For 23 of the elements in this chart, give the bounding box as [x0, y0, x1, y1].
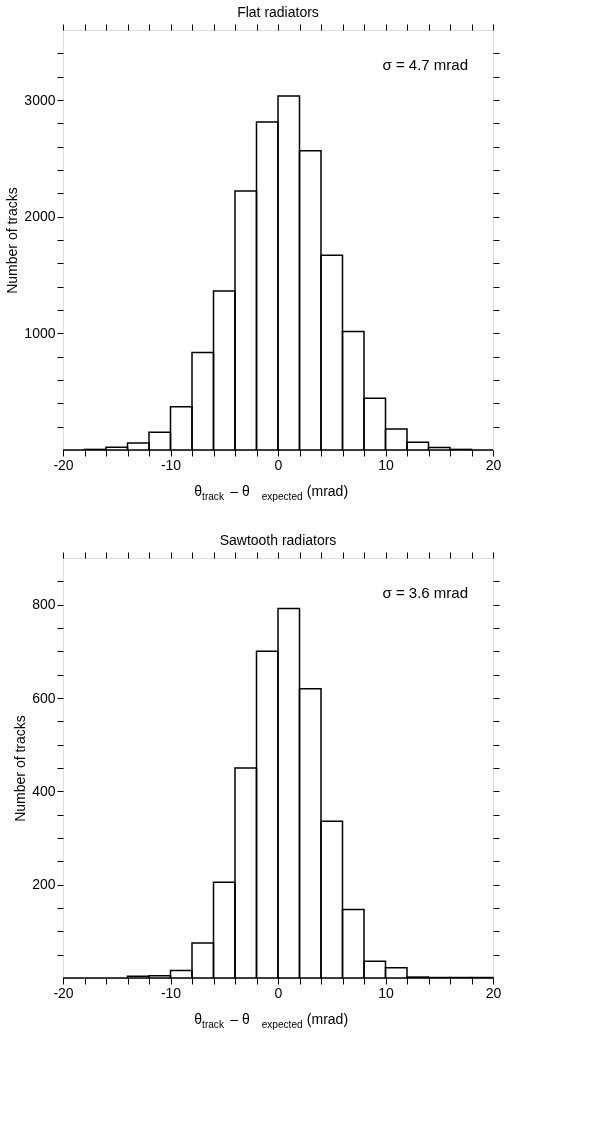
y-tick-label: 1000 — [24, 324, 56, 341]
x-tick-label: 20 — [485, 984, 502, 1001]
chart-title: Flat radiators — [237, 3, 319, 20]
annotation: σ = 3.6 mrad — [382, 584, 468, 601]
y-tick-label: 800 — [32, 596, 56, 613]
x-tick-label: 10 — [378, 456, 394, 473]
y-tick-label: 200 — [32, 876, 56, 893]
y-tick-label: 3000 — [24, 91, 56, 108]
x-tick-label: 10 — [378, 984, 394, 1001]
x-tick-label: 0 — [274, 456, 283, 473]
x-tick-label: -20 — [53, 984, 74, 1001]
y-axis-title: Number of tracks — [12, 715, 29, 822]
annotation: σ = 4.7 mrad — [382, 56, 468, 73]
y-tick-label: 400 — [32, 782, 56, 799]
x-tick-label: -20 — [53, 456, 74, 473]
y-axis-title: Number of tracks — [4, 187, 21, 294]
x-tick-label: 20 — [485, 456, 502, 473]
y-tick-label: 600 — [32, 689, 56, 706]
x-tick-label: -10 — [160, 456, 182, 473]
x-tick-label: 0 — [274, 984, 283, 1001]
y-tick-label: 2000 — [24, 208, 56, 225]
x-tick-label: -10 — [160, 984, 182, 1001]
chart-title: Sawtooth radiators — [219, 531, 337, 548]
